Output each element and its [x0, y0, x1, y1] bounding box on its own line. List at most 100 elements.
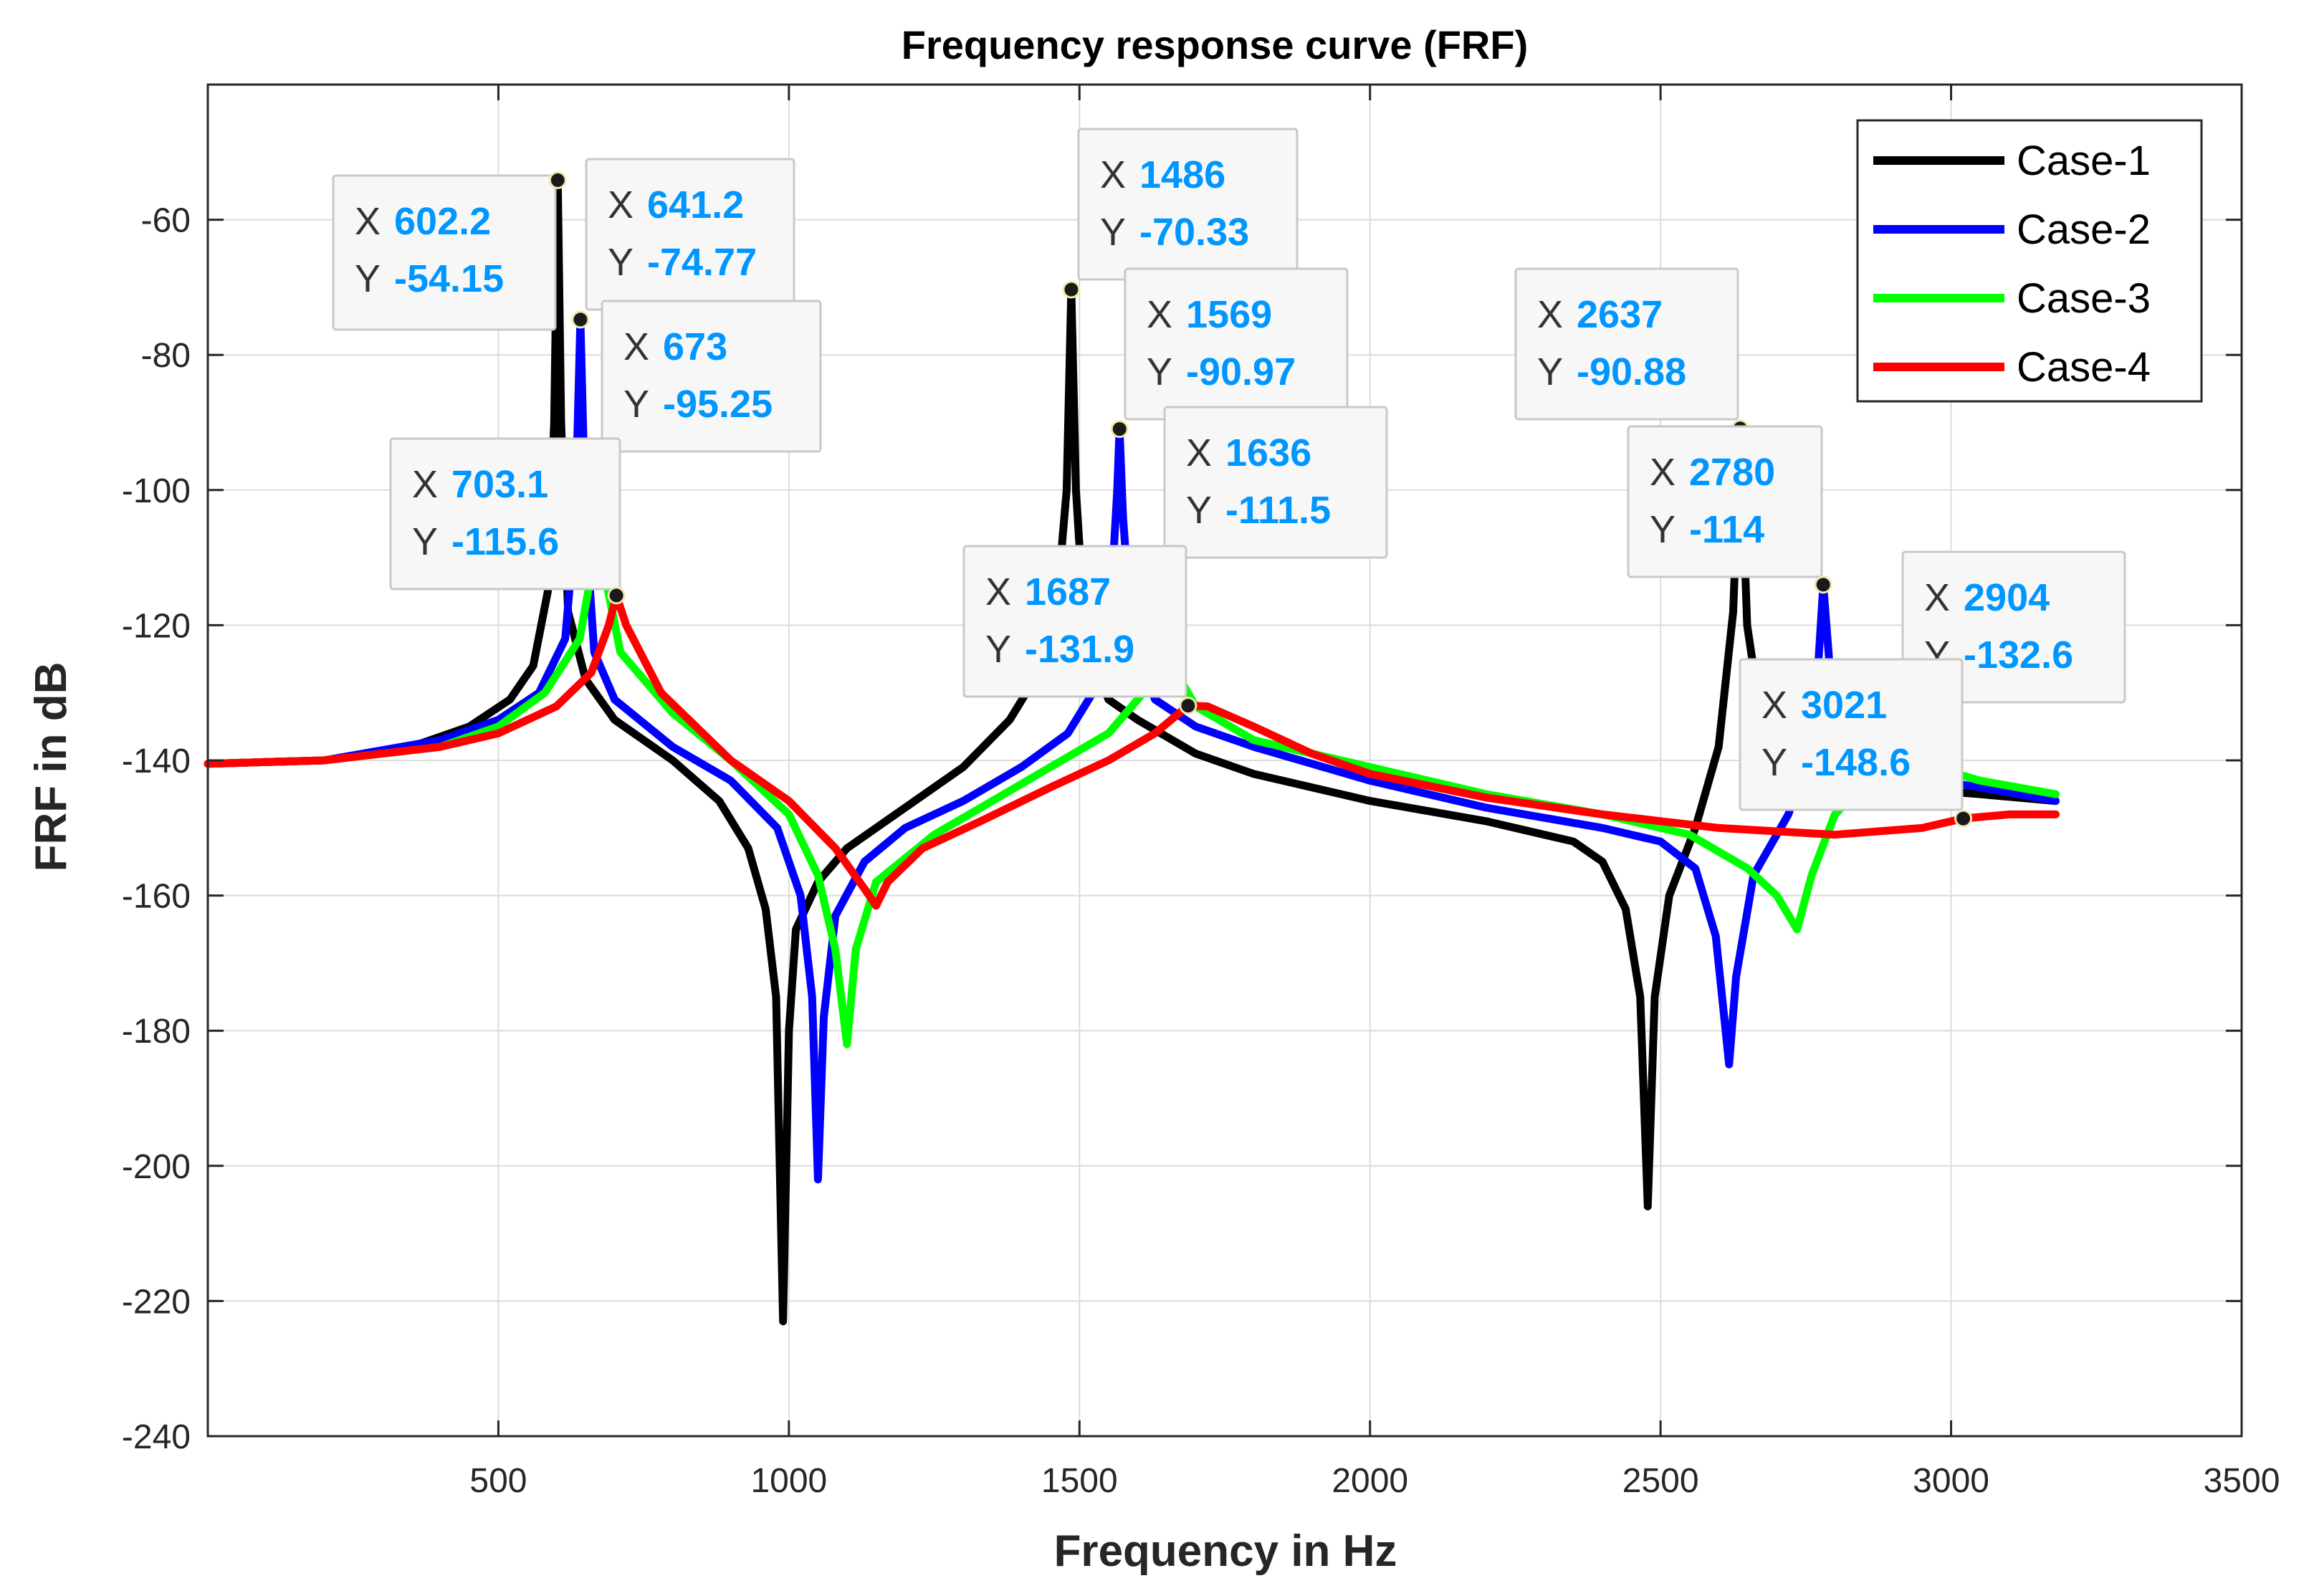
x-tick-label: 3500 [2204, 1462, 2280, 1500]
y-tick-label: -180 [122, 1013, 191, 1051]
datatip-box [332, 174, 557, 331]
datatip: X 673 Y -95.25 [601, 300, 822, 453]
datatip-y-letter: Y [1100, 211, 1126, 254]
datatip-box [1163, 406, 1388, 559]
datatip-y-letter: Y [1761, 741, 1787, 784]
datatip-x-letter: X [1100, 153, 1126, 196]
datatip-x-value: 2780 [1689, 451, 1775, 494]
y-tick-label: -220 [122, 1283, 191, 1321]
legend-label: Case-1 [2017, 138, 2151, 184]
x-tick-label: 2000 [1332, 1462, 1408, 1500]
y-tick-label: -240 [122, 1418, 191, 1456]
datatip-y-letter: Y [1650, 508, 1675, 551]
datatip-box [601, 300, 822, 453]
datatip-x-letter: X [1147, 293, 1172, 336]
y-tick-label: -140 [122, 742, 191, 780]
datatip: X 703.1 Y -115.6 [389, 437, 621, 591]
datatip: X 641.2 Y -74.77 [585, 158, 795, 311]
datatip-x-value: 2904 [1964, 576, 2050, 619]
datatip-marker [1954, 809, 1973, 828]
datatip: X 602.2 Y -54.15 [332, 174, 557, 331]
datatip-y-letter: Y [608, 241, 634, 284]
datatip-y-letter: Y [1147, 350, 1172, 393]
datatip-y-value: -114 [1689, 508, 1764, 551]
legend: Case-1 Case-2 Case-3 Case-4 [1856, 119, 2203, 403]
y-axis-title: FRF in dB [27, 662, 76, 872]
datatip-box [1739, 658, 1964, 811]
datatip-marker [607, 586, 626, 605]
datatip-x-letter: X [1186, 431, 1212, 474]
x-axis-title: Frequency in Hz [1054, 1526, 1397, 1576]
datatip-box [585, 158, 795, 311]
datatip-marker [548, 171, 567, 189]
datatip-marker [1814, 575, 1832, 594]
datatip-box [1124, 267, 1349, 421]
datatip-x-value: 3021 [1801, 684, 1887, 727]
y-tick-label: -60 [141, 202, 191, 240]
datatip-box [962, 545, 1187, 698]
datatip-y-letter: Y [1537, 350, 1563, 393]
datatip-y-value: -70.33 [1139, 211, 1249, 254]
datatip-y-letter: Y [412, 520, 438, 563]
datatip-y-value: -95.25 [663, 383, 773, 426]
x-tick-label: 3000 [1913, 1462, 1989, 1500]
y-tick-label: -100 [122, 472, 191, 510]
datatip: X 3021 Y -148.6 [1739, 658, 1964, 811]
datatip-x-value: 2637 [1577, 293, 1663, 336]
datatip-box [389, 437, 621, 591]
datatip-x-letter: X [1924, 576, 1950, 619]
datatip-x-value: 602.2 [394, 200, 491, 243]
datatip-x-value: 703.1 [451, 463, 548, 506]
datatip: X 2780 Y -114 [1627, 425, 1823, 578]
datatip-x-value: 1636 [1225, 431, 1311, 474]
datatip-box [1077, 128, 1299, 281]
datatip-x-value: 673 [663, 325, 727, 368]
datatip-x-letter: X [985, 570, 1011, 613]
datatip-y-value: -148.6 [1801, 741, 1911, 784]
datatip-y-value: -111.5 [1225, 489, 1331, 532]
y-tick-label: -120 [122, 607, 191, 645]
datatip: X 1687 Y -131.9 [962, 545, 1187, 698]
datatip-marker [1110, 420, 1129, 439]
datatip-x-letter: X [623, 325, 649, 368]
legend-box [1856, 119, 2203, 403]
datatip-y-letter: Y [623, 383, 649, 426]
datatip-x-value: 1687 [1025, 570, 1111, 613]
datatip-box [1514, 267, 1739, 421]
legend-label: Case-2 [2017, 206, 2151, 253]
datatip: X 1636 Y -111.5 [1163, 406, 1388, 559]
datatips-layer: X 602.2 Y -54.15 X 641.2 Y -74.77 X 673 Y -95.25 X 70… [332, 128, 2126, 828]
datatip: X 2637 Y -90.88 [1514, 267, 1739, 421]
datatip-x-letter: X [1650, 451, 1675, 494]
datatip-y-letter: Y [1186, 489, 1212, 532]
y-tick-label: -80 [141, 337, 191, 375]
datatip-marker [571, 310, 590, 329]
y-tick-label: -200 [122, 1148, 191, 1186]
series-line-case-4 [204, 591, 2060, 910]
x-tick-label: 1000 [750, 1462, 827, 1500]
datatip-marker [1179, 697, 1197, 715]
datatip-x-letter: X [412, 463, 438, 506]
datatip-x-letter: X [355, 200, 381, 243]
datatip-y-value: -132.6 [1964, 634, 2073, 677]
datatip-y-value: -131.9 [1025, 628, 1134, 671]
datatip-y-value: -90.88 [1577, 350, 1686, 393]
datatip: X 1486 Y -70.33 [1077, 128, 1299, 281]
datatip-x-letter: X [1537, 293, 1563, 336]
datatip-x-value: 641.2 [647, 183, 744, 226]
x-tick-label: 1500 [1041, 1462, 1118, 1500]
datatip: X 1569 Y -90.97 [1124, 267, 1349, 421]
x-tick-label: 500 [469, 1462, 527, 1500]
axes-layer: 500 1000 1500 2000 2500 3000 3500 -60 -80 -100 -12… [122, 83, 2280, 1500]
datatip-y-letter: Y [985, 628, 1011, 671]
datatip-y-value: -90.97 [1186, 350, 1296, 393]
datatip-x-letter: X [608, 183, 634, 226]
chart-title: Frequency response curve (FRF) [902, 22, 1528, 67]
datatip-box [1627, 425, 1823, 578]
datatip-y-value: -115.6 [451, 520, 559, 563]
x-tick-label: 2500 [1622, 1462, 1699, 1500]
datatip-y-letter: Y [355, 257, 381, 300]
datatip-x-value: 1486 [1139, 153, 1225, 196]
